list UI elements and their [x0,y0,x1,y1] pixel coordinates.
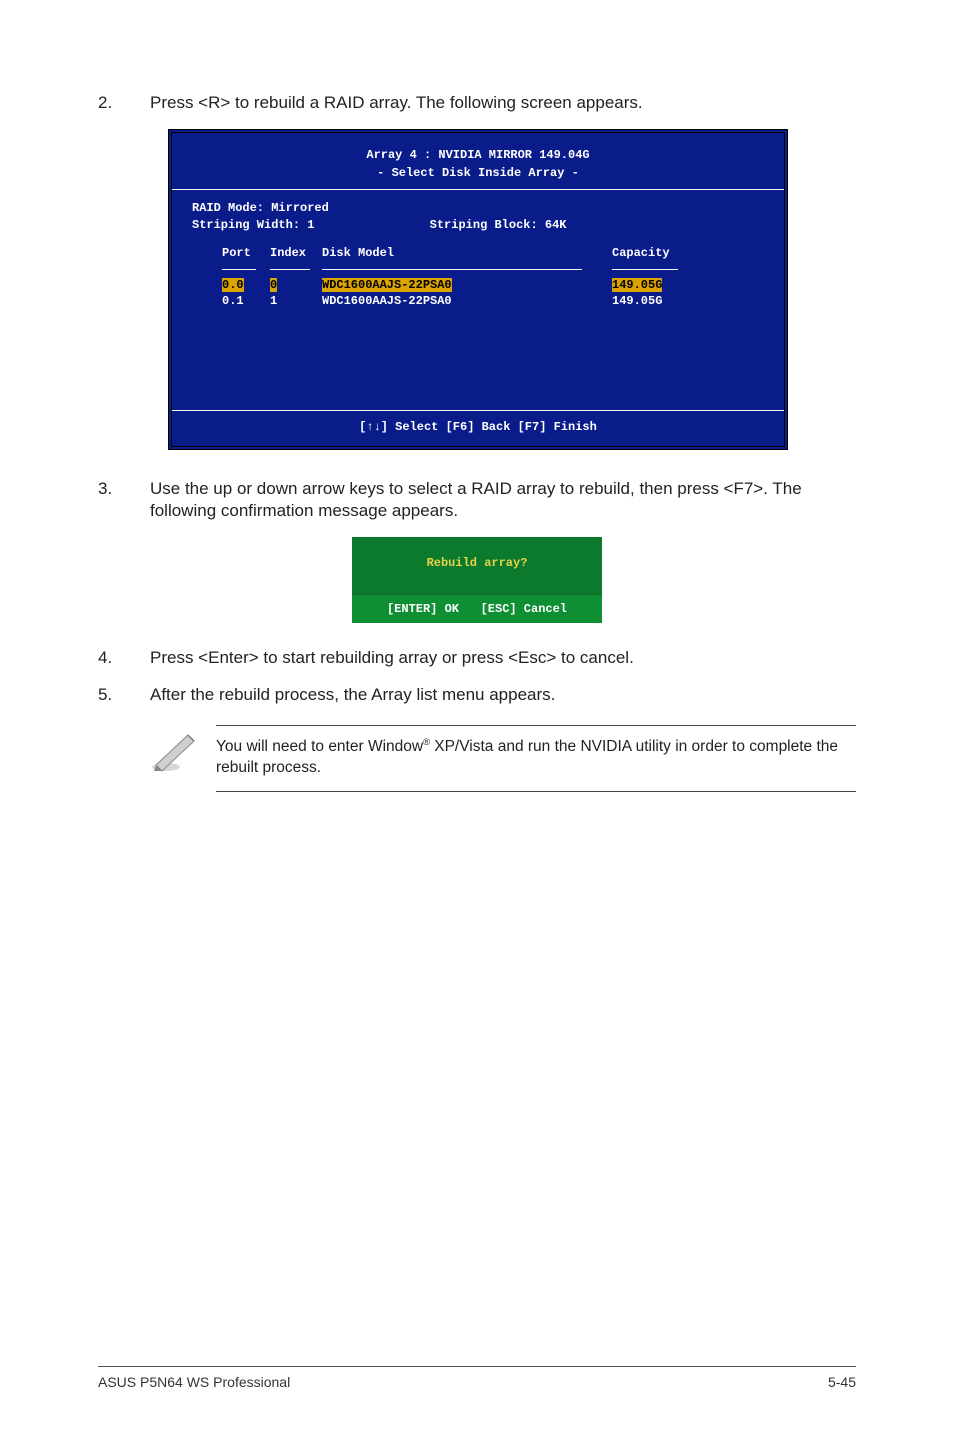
footer-right: 5-45 [828,1373,856,1392]
strip-block-label: Striping Block: [430,218,538,232]
bios-table-header: Port Index Disk Model Capacity [222,245,764,261]
dialog-button-bar: [ENTER] OK [ESC] Cancel [352,594,602,623]
spacer [314,218,429,232]
bios-title: Array 4 : NVIDIA MIRROR 149.04G [172,133,784,165]
step-5-number: 5. [98,684,150,707]
bios-table-row: 0.1 1 WDC1600AAJS-22PSA0 149.05G [222,293,764,309]
dialog-ok: [ENTER] OK [387,602,459,616]
footer-left: ASUS P5N64 WS Professional [98,1373,290,1392]
strip-block-value: 64K [545,218,567,232]
note-box: You will need to enter Window® XP/Vista … [150,725,856,792]
step-3-text: Use the up or down arrow keys to select … [150,478,856,524]
hdr-index: Index [270,245,322,261]
step-3: 3. Use the up or down arrow keys to sele… [98,478,856,524]
step-4-text: Press <Enter> to start rebuilding array … [150,647,856,670]
bios-subtitle: - Select Disk Inside Array - [172,165,784,189]
dialog-cancel: [ESC] Cancel [481,602,567,616]
step-3-number: 3. [98,478,150,524]
bios-table-row: 0.0 0 WDC1600AAJS-22PSA0 149.05G [222,277,764,293]
bios-table-rows: 0.0 0 WDC1600AAJS-22PSA0 149.05G 0.1 1 WDC1600… [222,277,764,309]
note-pre: You will need to enter Window [216,738,423,755]
rebuild-dialog: Rebuild array? [ENTER] OK [ESC] Cancel [352,537,602,622]
hdr-port: Port [222,245,270,261]
cell-index: 0 [270,278,277,292]
note-text: You will need to enter Window® XP/Vista … [216,725,856,792]
step-5-text: After the rebuild process, the Array lis… [150,684,856,707]
step-2-text: Press <R> to rebuild a RAID array. The f… [150,92,856,115]
bios-screen: Array 4 : NVIDIA MIRROR 149.04G - Select… [168,129,788,450]
cell-model: WDC1600AAJS-22PSA0 [322,278,452,292]
page-footer: ASUS P5N64 WS Professional 5-45 [98,1366,856,1392]
step-2-number: 2. [98,92,150,115]
cell-port: 0.1 [222,294,244,308]
raid-mode-value: Mirrored [271,201,329,215]
hdr-capacity: Capacity [612,245,692,261]
cell-capacity: 149.05G [612,278,662,292]
spacer [459,602,481,616]
bios-table-underline [222,261,764,277]
cell-index: 1 [270,294,277,308]
cell-capacity: 149.05G [612,294,662,308]
step-2: 2. Press <R> to rebuild a RAID array. Th… [98,92,856,115]
bios-body: RAID Mode: Mirrored Striping Width: 1 St… [172,190,784,410]
dialog-question: Rebuild array? [352,537,602,593]
bios-striping-line: Striping Width: 1 Striping Block: 64K [192,217,764,233]
bios-footer: [↑↓] Select [F6] Back [F7] Finish [172,411,784,445]
cell-model: WDC1600AAJS-22PSA0 [322,294,452,308]
step-5: 5. After the rebuild process, the Array … [98,684,856,707]
cell-port: 0.0 [222,278,244,292]
pen-icon [150,729,198,773]
raid-mode-label: RAID Mode: [192,201,264,215]
note-sup: ® [423,737,430,747]
hdr-model: Disk Model [322,245,612,261]
strip-width-label: Striping Width: [192,218,300,232]
step-4-number: 4. [98,647,150,670]
step-4: 4. Press <Enter> to start rebuilding arr… [98,647,856,670]
bios-raid-mode-line: RAID Mode: Mirrored [192,200,764,216]
dialog-wrap: Rebuild array? [ENTER] OK [ESC] Cancel [98,537,856,622]
